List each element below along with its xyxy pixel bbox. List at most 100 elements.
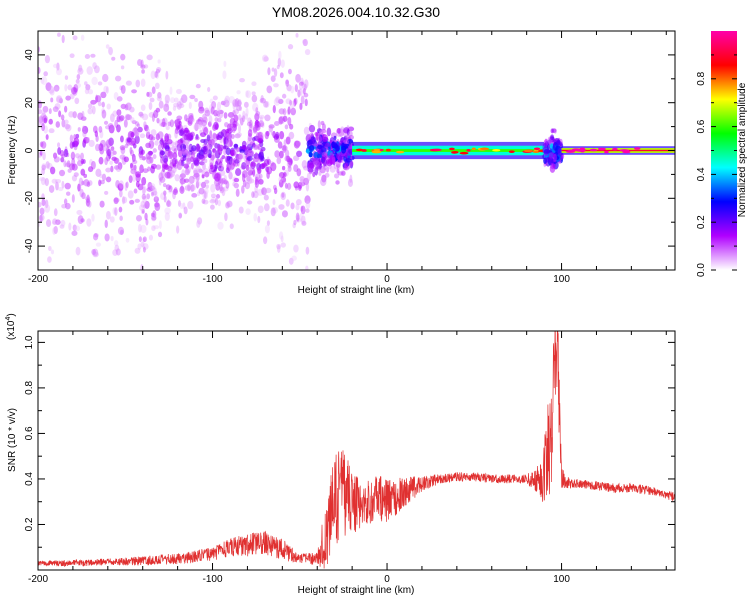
spectrogram-cell [234, 133, 241, 139]
spectrogram-cell [65, 95, 71, 101]
spectrogram-cell [110, 235, 114, 242]
spectrogram-cell [68, 111, 75, 118]
spectrogram-cell [331, 156, 336, 164]
spectrogram-cell [305, 246, 310, 255]
spectrogram-cell [268, 124, 275, 129]
spectrogram-cell [193, 172, 200, 178]
spectrogram-cell [57, 32, 61, 37]
spectrogram-cell [298, 82, 302, 91]
spectrogram-cell [99, 130, 104, 139]
spectrogram-cell [100, 91, 107, 99]
spectrogram-cell [41, 123, 45, 132]
spectrogram-cell [303, 165, 309, 171]
spectrogram-cell [49, 89, 55, 96]
spectrogram-cell [82, 125, 89, 135]
spectrogram-cell [209, 98, 214, 104]
spectrogram-cell [213, 149, 219, 159]
spectrogram-cell [102, 73, 109, 83]
spectrogram-cell [270, 75, 276, 83]
spectrogram-cell [131, 120, 137, 125]
spectrogram-cell [61, 119, 66, 128]
spectrogram-cell [178, 120, 182, 126]
spectrogram-cell [159, 142, 163, 147]
spectrogram-cell [343, 139, 349, 145]
spectrogram-cell [113, 197, 119, 205]
spectrogram-cell [59, 224, 65, 229]
spectrogram-cell [105, 210, 111, 220]
spectrogram-cell [263, 158, 270, 167]
spectrogram-cell [239, 77, 245, 83]
spectrogram-cell [300, 215, 306, 225]
spectrogram-band-peak [395, 150, 405, 154]
spectrogram-cell [195, 165, 201, 173]
spectrogram-cell [214, 172, 221, 182]
spectrogram-cell [131, 153, 136, 162]
spectrogram-cell [125, 114, 132, 121]
spectrogram-cell [115, 164, 122, 173]
spectrogram-cell [41, 76, 48, 86]
spectrogram-cell [148, 101, 153, 110]
spectrogram-cell [279, 231, 284, 240]
spectrogram-cell [45, 161, 50, 169]
spectrogram-band-peak [523, 149, 533, 153]
spectrogram-cell [72, 35, 78, 41]
spectrogram-cell [119, 215, 123, 221]
spectrogram-cell [223, 148, 227, 156]
colorbar-label: Normalized spectral amplitude [737, 82, 748, 217]
spectrogram-cell [136, 123, 140, 128]
spectrogram-cell [158, 220, 162, 230]
spectrogram-cell [195, 180, 200, 189]
spectrogram-cell [85, 196, 91, 202]
spectrogram-cell [197, 117, 204, 126]
spectrogram-cell [58, 97, 63, 104]
spectrogram-cell [247, 137, 253, 142]
spectrogram-cell [242, 110, 246, 120]
spectrogram-cell [347, 139, 354, 144]
spectrogram-cell [120, 53, 126, 61]
snr-y-axis: 0.2 0.4 0.6 0.8 1.0 [24, 335, 675, 548]
spectrogram-cell [156, 95, 162, 102]
spectrogram-cell [293, 98, 297, 107]
spectrogram-cell [134, 198, 140, 203]
spectrogram-cell [257, 215, 261, 224]
spectrogram-cell [287, 165, 292, 172]
spectrogram-cell [288, 131, 295, 140]
spectrogram-cell [146, 54, 153, 61]
spectrogram-cell [109, 160, 114, 165]
spectrogram-cell [41, 198, 46, 207]
spectrogram-cell [53, 152, 58, 159]
spectrogram-cell [81, 180, 85, 186]
spectrogram-cell [87, 200, 92, 208]
spectrogram-cell [159, 176, 166, 183]
spectrogram-cell [194, 136, 200, 141]
spectrogram-cell [105, 146, 110, 156]
spectrogram-cell [304, 195, 311, 204]
spectrogram-cell [60, 219, 66, 227]
spectrogram-cell [164, 133, 170, 142]
spectrogram-cell [187, 184, 191, 192]
spectrogram-cell [142, 195, 147, 204]
spectrogram-cell [106, 103, 111, 110]
spectrogram-cell [254, 152, 258, 158]
spectrogram-cell [341, 145, 347, 154]
spectrogram-cell [157, 231, 163, 238]
spectrogram-cell [95, 242, 102, 247]
spectrogram-cell [99, 146, 105, 155]
spectrogram-cell [208, 153, 212, 159]
spectrogram-cell [81, 192, 86, 200]
spectrogram-cell [105, 167, 112, 173]
spectrogram-cell [290, 85, 295, 94]
spectrogram-cell [258, 137, 263, 144]
spectrogram-cell [189, 94, 196, 100]
spectrogram-cell [276, 64, 280, 70]
spectrogram-band-peak [604, 150, 609, 154]
spectrogram-cell [287, 68, 292, 75]
spectrogram-cell [245, 175, 253, 185]
spectrogram-cell [324, 172, 330, 178]
spectrogram-cell [553, 128, 557, 134]
spectrogram-cell [151, 215, 157, 221]
spectrogram-cell [98, 179, 102, 187]
spectrogram-cell [44, 204, 51, 213]
spectrogram-cell [76, 73, 81, 80]
spectrogram-cell [186, 133, 192, 142]
